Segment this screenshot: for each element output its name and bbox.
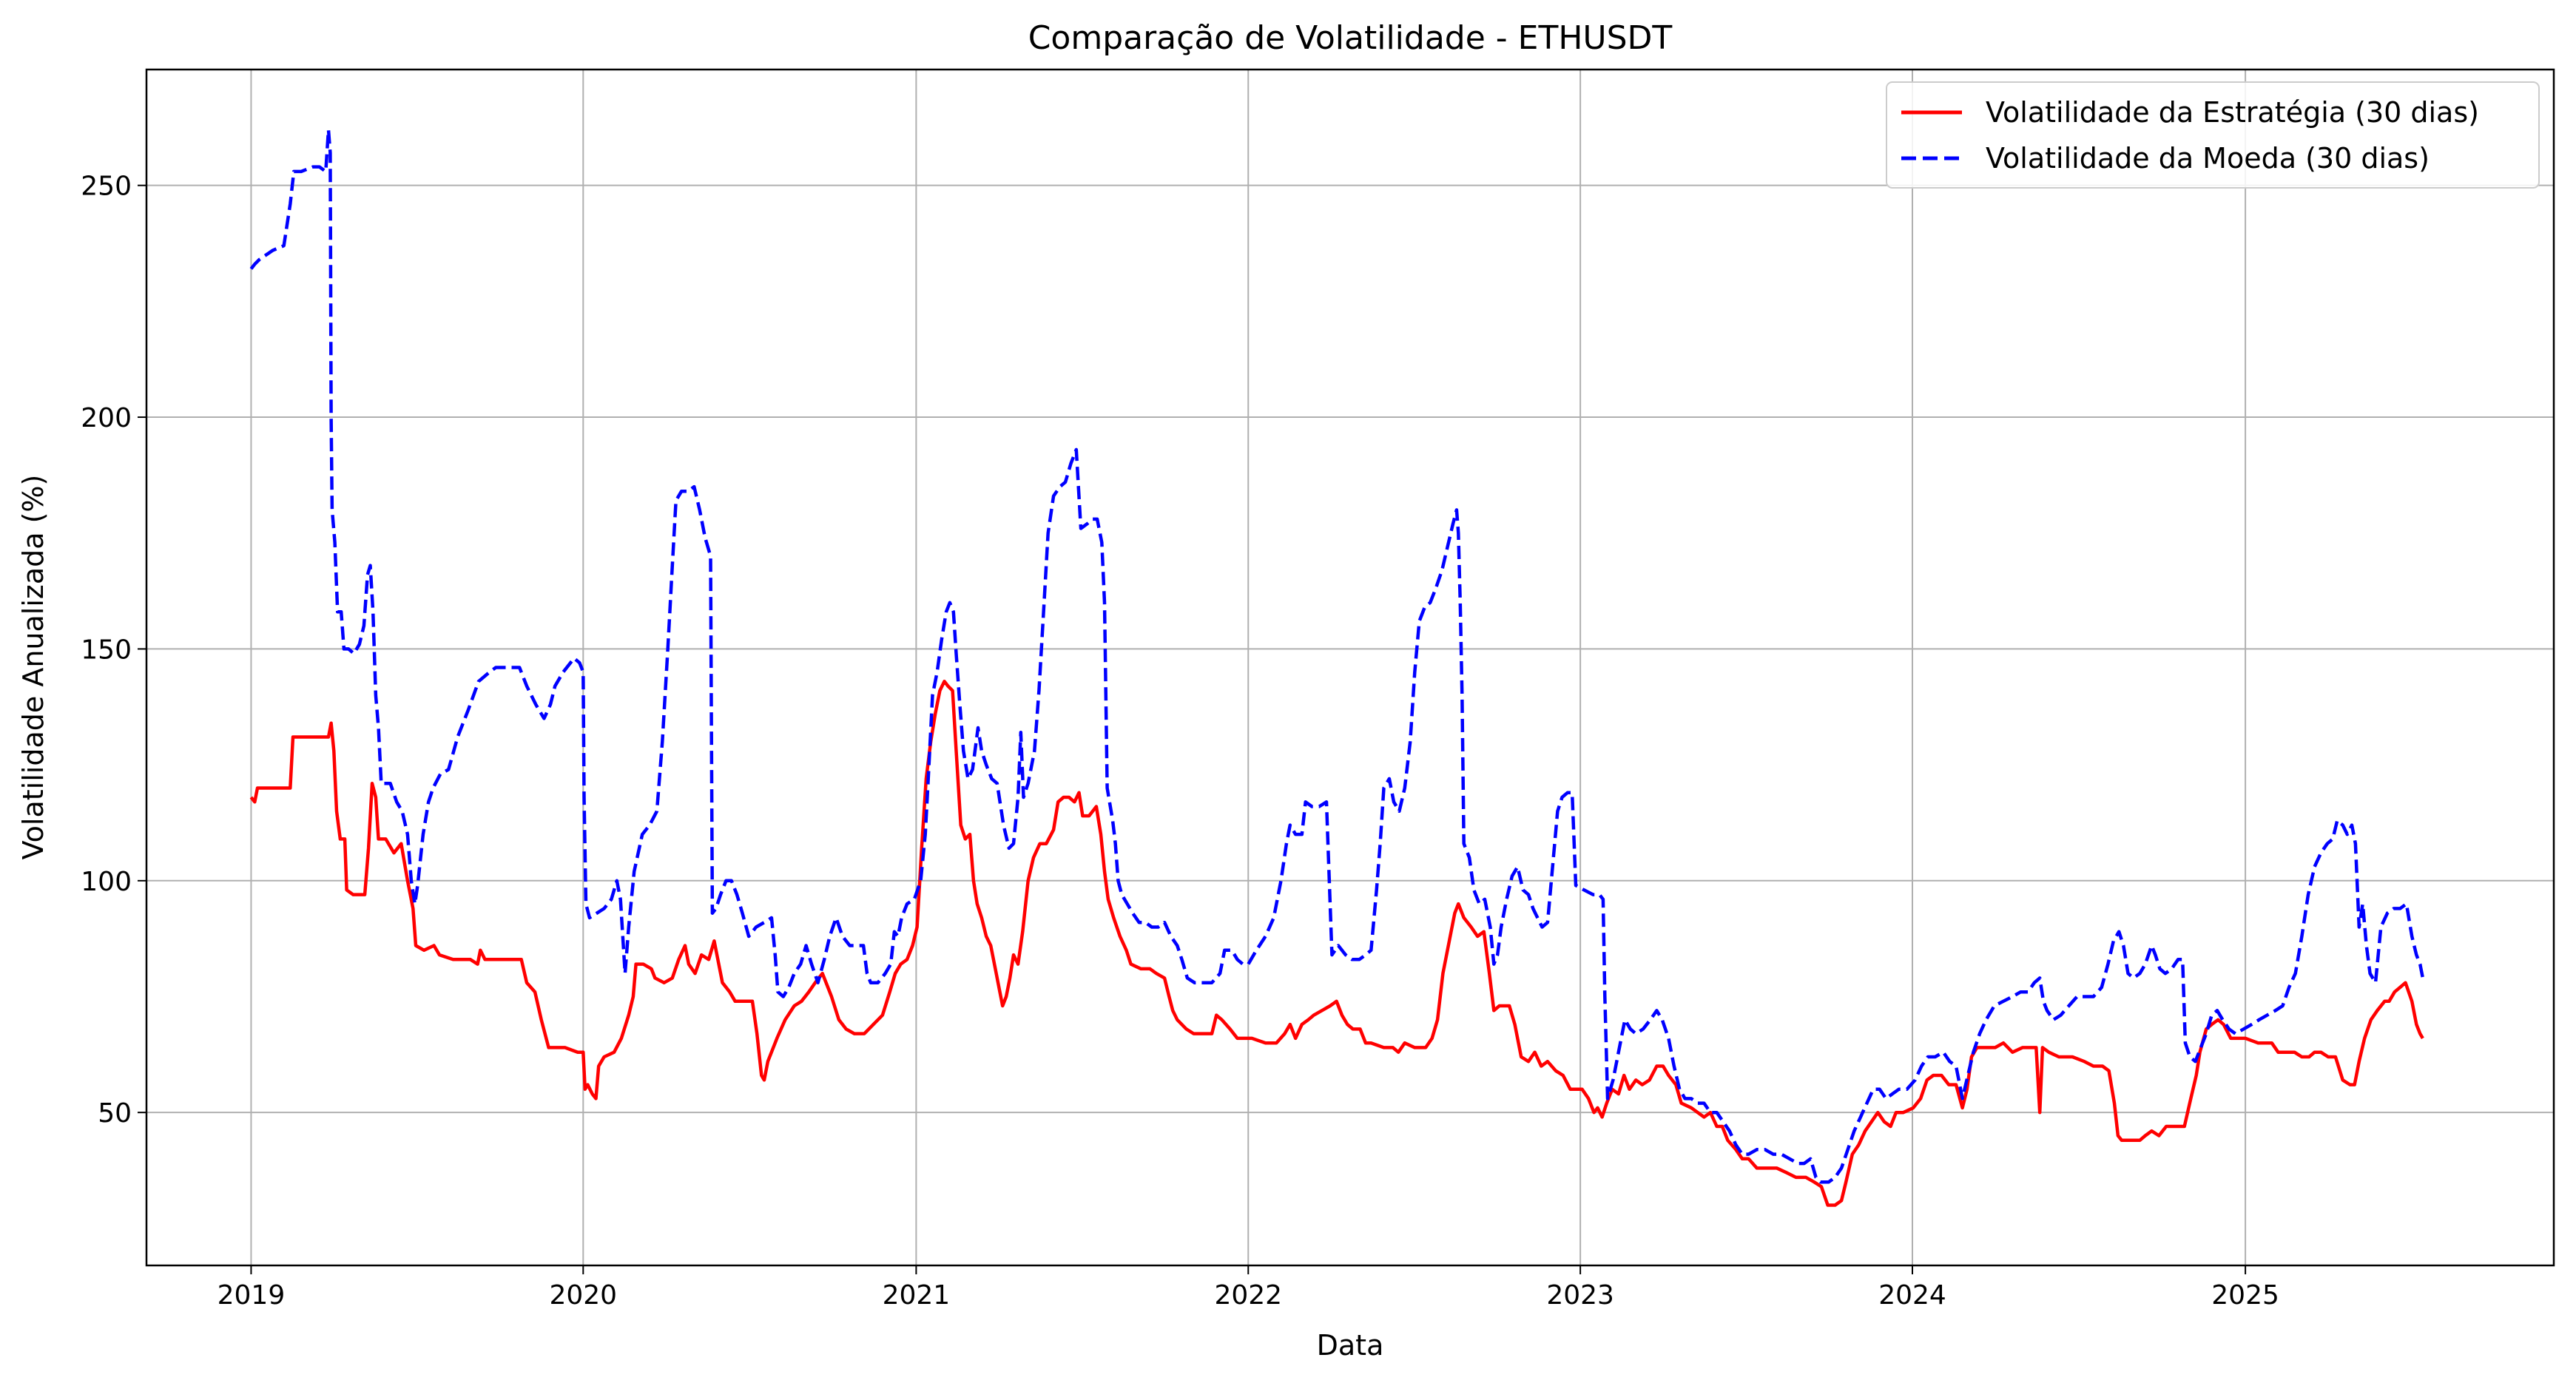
y-tick-label-200: 200 <box>81 403 132 433</box>
x-tick-label-2020: 2020 <box>549 1280 617 1311</box>
y-tick-label-150: 150 <box>81 635 132 665</box>
x-tick-label-2021: 2021 <box>883 1280 951 1311</box>
y-axis-ticks: 50 100 150 200 250 <box>81 172 146 1129</box>
legend-label-coin: Volatilidade da Moeda (30 dias) <box>1986 142 2430 175</box>
grid-lines <box>146 70 2554 1265</box>
series-line-coin <box>249 128 2425 1184</box>
chart-title: Comparação de Volatilidade - ETHUSDT <box>1028 19 1673 57</box>
x-tick-label-2019: 2019 <box>218 1280 286 1311</box>
y-axis-label: Volatilidade Anualizada (%) <box>17 475 50 860</box>
x-axis-ticks: 2019 2020 2021 2022 2023 2024 2025 <box>218 1265 2279 1311</box>
x-tick-label-2023: 2023 <box>1546 1280 1614 1311</box>
y-tick-label-250: 250 <box>81 172 132 202</box>
y-tick-label-50: 50 <box>98 1098 132 1129</box>
series-line-strategy <box>249 680 2424 1207</box>
x-tick-label-2025: 2025 <box>2211 1280 2279 1311</box>
x-tick-label-2024: 2024 <box>1878 1280 1946 1311</box>
legend: Volatilidade da Estratégia (30 dias) Vol… <box>1886 81 2540 189</box>
plot-frame <box>145 68 2555 1267</box>
x-tick-label-2022: 2022 <box>1214 1280 1282 1311</box>
legend-label-strategy: Volatilidade da Estratégia (30 dias) <box>1986 96 2479 129</box>
y-tick-label-100: 100 <box>81 867 132 897</box>
x-axis-label: Data <box>1317 1329 1384 1362</box>
series-layer <box>249 128 2425 1207</box>
legend-frame <box>1886 81 2540 189</box>
